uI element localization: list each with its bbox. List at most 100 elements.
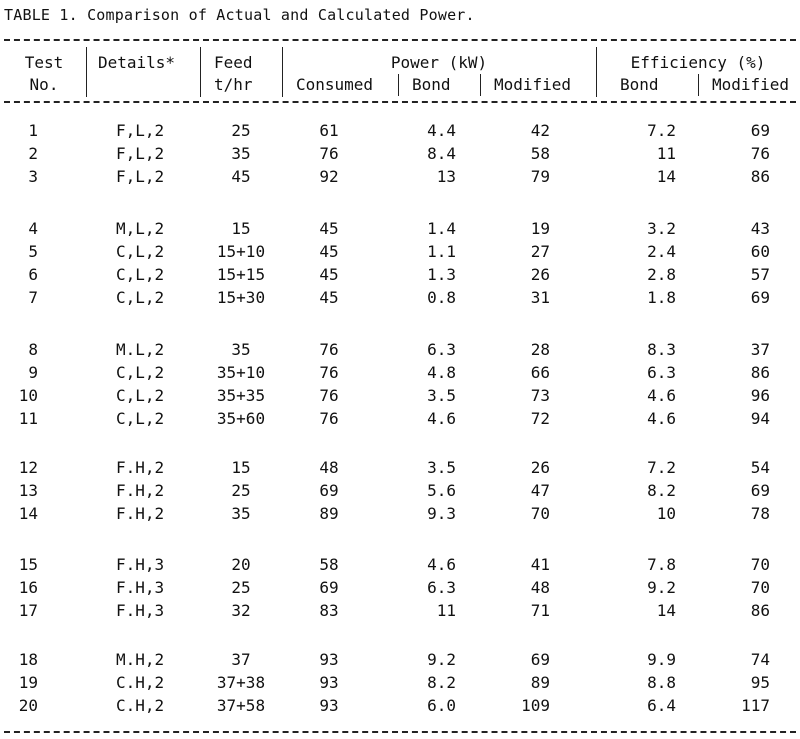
cell-details: C,L,2 — [116, 409, 165, 428]
cell-feed: 35+60 — [216, 409, 266, 428]
cell-bond: 4.8 — [427, 363, 456, 382]
cell-test: 12 — [18, 458, 38, 477]
cell-bond: 5.6 — [427, 481, 456, 500]
cell-details: C.H,2 — [116, 673, 165, 692]
cell-eff-bond: 1.8 — [647, 288, 676, 307]
cell-modified: 47 — [530, 481, 550, 500]
cell-eff-modified: 86 — [750, 167, 770, 186]
cell-eff-modified: 69 — [750, 481, 770, 500]
cell-eff-modified: 69 — [750, 288, 770, 307]
cell-eff-modified: 96 — [750, 386, 770, 405]
cell-eff-bond: 7.8 — [647, 555, 676, 574]
cell-consumed: 76 — [319, 386, 339, 405]
cell-feed: 15 — [231, 458, 251, 477]
cell-test: 2 — [28, 144, 38, 163]
cell-consumed: 93 — [319, 673, 339, 692]
cell-consumed: 76 — [319, 409, 339, 428]
header-separator — [596, 47, 597, 97]
cell-modified: 42 — [530, 121, 550, 140]
cell-test: 7 — [28, 288, 38, 307]
cell-eff-modified: 60 — [750, 242, 770, 261]
cell-details: C,L,2 — [116, 242, 165, 261]
cell-bond: 1.4 — [427, 219, 456, 238]
cell-bond: 13 — [436, 167, 456, 186]
cell-eff-bond: 4.6 — [647, 409, 676, 428]
cell-details: C,L,2 — [116, 265, 165, 284]
cell-bond: 9.3 — [427, 504, 456, 523]
header-power-group: Power (kW) — [390, 53, 488, 72]
cell-eff-bond: 2.4 — [647, 242, 676, 261]
cell-details: F.H,3 — [116, 555, 165, 574]
cell-eff-bond: 8.8 — [647, 673, 676, 692]
cell-eff-bond: 4.6 — [647, 386, 676, 405]
cell-modified: 26 — [530, 458, 550, 477]
cell-details: C,L,2 — [116, 288, 165, 307]
cell-details: F.H,3 — [116, 601, 165, 620]
cell-bond: 3.5 — [427, 386, 456, 405]
header-details: Details* — [98, 53, 176, 72]
cell-feed: 15+30 — [216, 288, 266, 307]
header-separator — [282, 47, 283, 97]
header-bond-power: Bond — [412, 75, 451, 94]
cell-details: F.H,2 — [116, 481, 165, 500]
cell-details: C,L,2 — [116, 363, 165, 382]
cell-modified: 79 — [530, 167, 550, 186]
cell-consumed: 69 — [319, 481, 339, 500]
header-modified-power: Modified — [494, 75, 572, 94]
cell-modified: 72 — [530, 409, 550, 428]
cell-eff-bond: 11 — [656, 144, 676, 163]
cell-bond: 1.1 — [427, 242, 456, 261]
cell-bond: 4.6 — [427, 409, 456, 428]
cell-test: 18 — [18, 650, 38, 669]
cell-modified: 27 — [530, 242, 550, 261]
cell-eff-modified: 78 — [750, 504, 770, 523]
cell-bond: 6.0 — [427, 696, 456, 715]
cell-eff-bond: 10 — [656, 504, 676, 523]
bottom-rule — [4, 731, 796, 733]
cell-test: 4 — [28, 219, 38, 238]
cell-eff-bond: 3.2 — [647, 219, 676, 238]
cell-details: M.L,2 — [116, 340, 165, 359]
cell-test: 10 — [18, 386, 38, 405]
cell-test: 5 — [28, 242, 38, 261]
cell-modified: 71 — [530, 601, 550, 620]
cell-feed: 25 — [231, 121, 251, 140]
table-caption: TABLE 1. Comparison of Actual and Calcul… — [4, 6, 475, 24]
cell-consumed: 76 — [319, 363, 339, 382]
cell-details: M,L,2 — [116, 219, 165, 238]
cell-modified: 70 — [530, 504, 550, 523]
cell-eff-bond: 7.2 — [647, 121, 676, 140]
cell-feed: 37+58 — [216, 696, 266, 715]
cell-eff-bond: 6.3 — [647, 363, 676, 382]
cell-modified: 58 — [530, 144, 550, 163]
cell-feed: 45 — [231, 167, 251, 186]
cell-bond: 6.3 — [427, 340, 456, 359]
cell-eff-bond: 8.3 — [647, 340, 676, 359]
cell-feed: 15+10 — [216, 242, 266, 261]
cell-bond: 4.6 — [427, 555, 456, 574]
cell-test: 1 — [28, 121, 38, 140]
cell-test: 6 — [28, 265, 38, 284]
cell-feed: 15 — [231, 219, 251, 238]
cell-details: F.H,3 — [116, 578, 165, 597]
cell-eff-bond: 6.4 — [647, 696, 676, 715]
cell-feed: 15+15 — [216, 265, 266, 284]
cell-modified: 48 — [530, 578, 550, 597]
cell-eff-modified: 70 — [750, 578, 770, 597]
cell-eff-modified: 94 — [750, 409, 770, 428]
cell-details: M.H,2 — [116, 650, 165, 669]
cell-feed: 35 — [231, 144, 251, 163]
cell-feed: 37+38 — [216, 673, 266, 692]
cell-consumed: 45 — [319, 219, 339, 238]
cell-eff-modified: 74 — [750, 650, 770, 669]
cell-consumed: 92 — [319, 167, 339, 186]
cell-details: C,L,2 — [116, 386, 165, 405]
cell-test: 20 — [18, 696, 38, 715]
cell-consumed: 76 — [319, 340, 339, 359]
cell-consumed: 76 — [319, 144, 339, 163]
cell-consumed: 83 — [319, 601, 339, 620]
cell-eff-modified: 86 — [750, 601, 770, 620]
cell-test: 17 — [18, 601, 38, 620]
cell-bond: 0.8 — [427, 288, 456, 307]
cell-eff-modified: 43 — [750, 219, 770, 238]
